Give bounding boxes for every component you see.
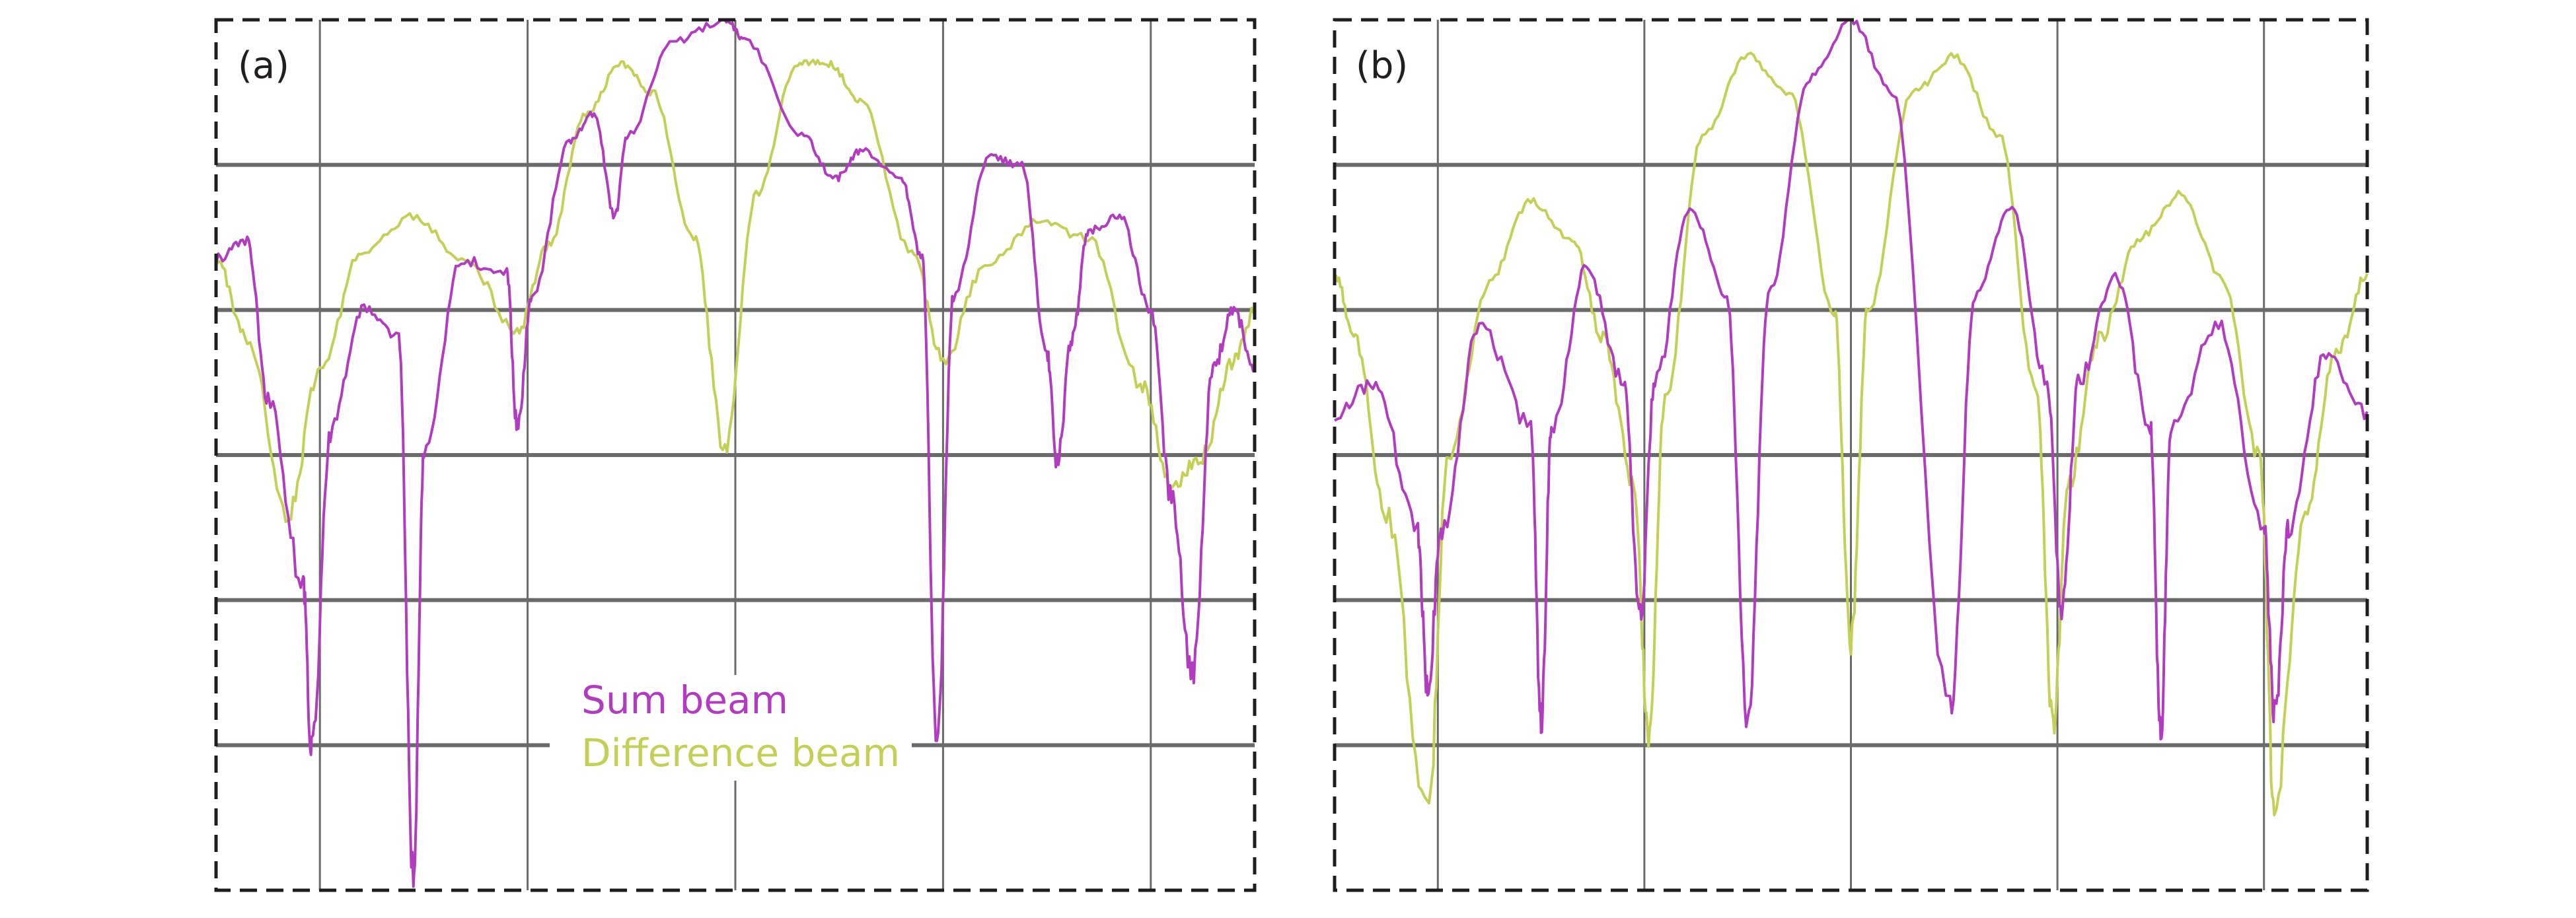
grid-panel-a (216, 20, 1255, 890)
grid-panel-b (1335, 20, 2367, 890)
difference-beam-line-b (1333, 52, 2369, 817)
panel-label-a: (a) (238, 44, 289, 87)
series-panel-b (1333, 18, 2369, 817)
legend-background (550, 675, 912, 781)
difference-beam-line-a (215, 58, 1256, 523)
panel-a: (a) Sum beam Difference beam (214, 18, 1257, 892)
sum-beam-line-a (215, 18, 1256, 888)
panel-label-b: (b) (1356, 44, 1408, 87)
legend-sum-label: Sum beam (581, 678, 788, 723)
legend-difference-label: Difference beam (581, 730, 900, 775)
frame-panel-a (214, 18, 1257, 892)
series-panel-a (215, 18, 1256, 888)
panel-b: (b) (1333, 18, 2369, 892)
sum-beam-line-b (1334, 18, 2369, 741)
frame-panel-b (1333, 18, 2369, 892)
